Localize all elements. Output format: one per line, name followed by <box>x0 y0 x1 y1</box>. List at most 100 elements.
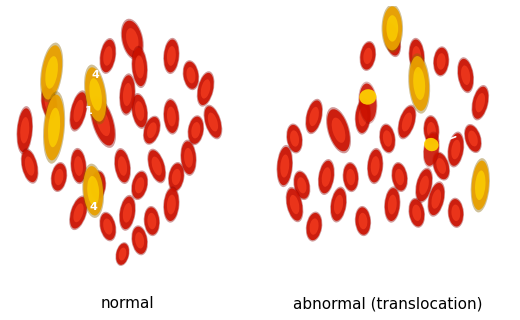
Ellipse shape <box>384 23 400 55</box>
Ellipse shape <box>327 109 350 151</box>
Ellipse shape <box>99 38 116 74</box>
Ellipse shape <box>167 195 176 214</box>
Ellipse shape <box>103 219 112 235</box>
Ellipse shape <box>45 56 58 89</box>
Ellipse shape <box>427 122 436 139</box>
Ellipse shape <box>44 95 64 160</box>
Ellipse shape <box>398 106 415 138</box>
Ellipse shape <box>309 218 319 235</box>
Ellipse shape <box>103 46 112 66</box>
Ellipse shape <box>424 138 439 151</box>
Ellipse shape <box>132 95 147 127</box>
Ellipse shape <box>132 48 147 86</box>
Ellipse shape <box>41 85 58 121</box>
Ellipse shape <box>424 133 439 166</box>
Ellipse shape <box>99 212 116 241</box>
Ellipse shape <box>409 199 424 227</box>
Ellipse shape <box>423 132 440 167</box>
Ellipse shape <box>22 150 37 182</box>
Ellipse shape <box>120 75 135 114</box>
Ellipse shape <box>464 124 482 153</box>
Ellipse shape <box>319 161 334 193</box>
Ellipse shape <box>386 15 398 42</box>
Ellipse shape <box>204 106 222 138</box>
Ellipse shape <box>25 156 34 176</box>
Ellipse shape <box>388 195 397 214</box>
Ellipse shape <box>122 20 142 58</box>
Ellipse shape <box>70 92 87 130</box>
Ellipse shape <box>135 232 144 249</box>
Ellipse shape <box>293 171 310 200</box>
Ellipse shape <box>322 167 331 187</box>
Ellipse shape <box>326 107 351 153</box>
Ellipse shape <box>201 79 211 99</box>
Ellipse shape <box>332 118 345 143</box>
Ellipse shape <box>83 166 103 215</box>
Ellipse shape <box>382 4 403 52</box>
Ellipse shape <box>51 164 67 191</box>
Ellipse shape <box>355 98 371 135</box>
Ellipse shape <box>119 248 126 260</box>
Ellipse shape <box>163 98 179 135</box>
Ellipse shape <box>451 140 460 159</box>
Ellipse shape <box>409 56 429 111</box>
Ellipse shape <box>144 117 160 143</box>
Ellipse shape <box>43 91 65 164</box>
Ellipse shape <box>395 169 404 185</box>
Ellipse shape <box>143 116 161 145</box>
Ellipse shape <box>100 213 115 240</box>
Ellipse shape <box>358 82 378 124</box>
Ellipse shape <box>20 117 29 143</box>
Ellipse shape <box>297 177 306 193</box>
Ellipse shape <box>167 107 176 126</box>
Ellipse shape <box>306 212 322 242</box>
Ellipse shape <box>359 84 376 122</box>
Ellipse shape <box>436 158 446 174</box>
Ellipse shape <box>197 71 214 107</box>
Ellipse shape <box>73 100 84 122</box>
Ellipse shape <box>119 195 136 231</box>
Ellipse shape <box>48 108 60 147</box>
Ellipse shape <box>87 176 99 205</box>
Ellipse shape <box>330 187 347 222</box>
Ellipse shape <box>132 225 148 255</box>
Ellipse shape <box>163 187 179 223</box>
Ellipse shape <box>368 149 383 182</box>
Ellipse shape <box>384 187 400 223</box>
Ellipse shape <box>287 125 302 152</box>
Ellipse shape <box>184 148 193 168</box>
Ellipse shape <box>277 145 293 187</box>
Ellipse shape <box>385 188 400 221</box>
Ellipse shape <box>415 168 433 203</box>
Ellipse shape <box>147 122 157 138</box>
Ellipse shape <box>96 108 110 136</box>
Ellipse shape <box>90 96 116 148</box>
Ellipse shape <box>118 156 127 176</box>
Ellipse shape <box>432 189 441 209</box>
Ellipse shape <box>70 197 87 228</box>
Ellipse shape <box>132 227 147 254</box>
Ellipse shape <box>356 207 370 235</box>
Ellipse shape <box>132 172 147 199</box>
Ellipse shape <box>280 155 289 178</box>
Ellipse shape <box>412 46 421 66</box>
Ellipse shape <box>126 28 138 51</box>
Ellipse shape <box>50 162 67 192</box>
Ellipse shape <box>468 131 478 147</box>
Ellipse shape <box>188 116 203 144</box>
Ellipse shape <box>172 169 181 185</box>
Ellipse shape <box>472 87 488 119</box>
Ellipse shape <box>167 46 176 66</box>
Ellipse shape <box>392 164 407 191</box>
Ellipse shape <box>423 115 439 145</box>
Text: 1: 1 <box>84 106 92 116</box>
Ellipse shape <box>402 113 412 132</box>
Ellipse shape <box>181 141 196 174</box>
Ellipse shape <box>277 147 292 185</box>
Ellipse shape <box>168 162 185 192</box>
Ellipse shape <box>208 113 218 132</box>
Ellipse shape <box>17 108 32 152</box>
Ellipse shape <box>183 60 199 90</box>
Ellipse shape <box>290 130 299 147</box>
Ellipse shape <box>448 199 463 227</box>
